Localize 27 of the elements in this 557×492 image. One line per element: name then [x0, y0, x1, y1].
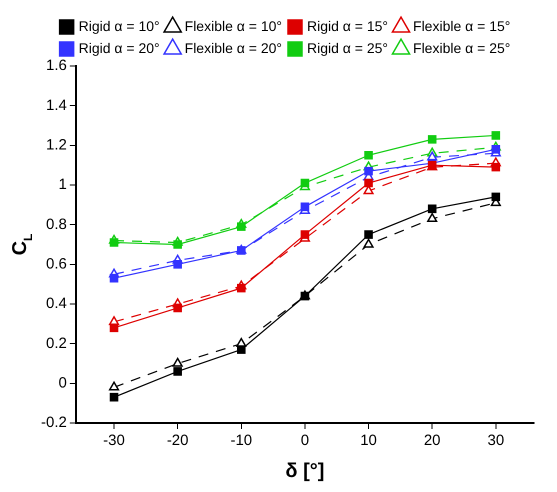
y-tick-label: 0: [58, 374, 67, 392]
y-tick-label: -0.2: [40, 414, 67, 432]
y-tick-label: 1.6: [46, 57, 67, 74]
legend-label: Rigid α = 15°: [307, 18, 388, 34]
legend-label: Rigid α = 25°: [307, 40, 388, 56]
legend-label: Flexible α = 25°: [413, 40, 510, 56]
legend-label: Flexible α = 15°: [413, 18, 510, 34]
legend-label: Rigid α = 10°: [78, 18, 160, 34]
legend-label: Flexible α = 20°: [184, 40, 282, 56]
y-axis-title: CL: [9, 234, 35, 256]
x-tick-label: 30: [487, 432, 504, 450]
x-tick-label: 20: [424, 432, 441, 450]
y-tick-label: 0.6: [46, 255, 67, 272]
y-tick-label: 0.8: [46, 216, 67, 233]
x-axis-title: δ [°]: [285, 460, 324, 482]
y-tick-label: 0.2: [46, 334, 67, 352]
x-tick-label: -10: [230, 432, 252, 450]
y-tick-label: 1.2: [46, 136, 67, 154]
y-tick-label: 0.4: [46, 295, 67, 312]
y-tick-label: 1.4: [46, 96, 67, 114]
x-tick-label: 10: [360, 432, 377, 450]
x-tick-label: -20: [166, 432, 189, 450]
x-tick-label: 0: [300, 432, 310, 450]
legend-label: Rigid α = 20°: [78, 40, 160, 56]
legend-label: Flexible α = 10°: [184, 18, 282, 34]
y-tick-label: 1: [58, 176, 67, 194]
x-tick-label: -30: [103, 432, 125, 450]
